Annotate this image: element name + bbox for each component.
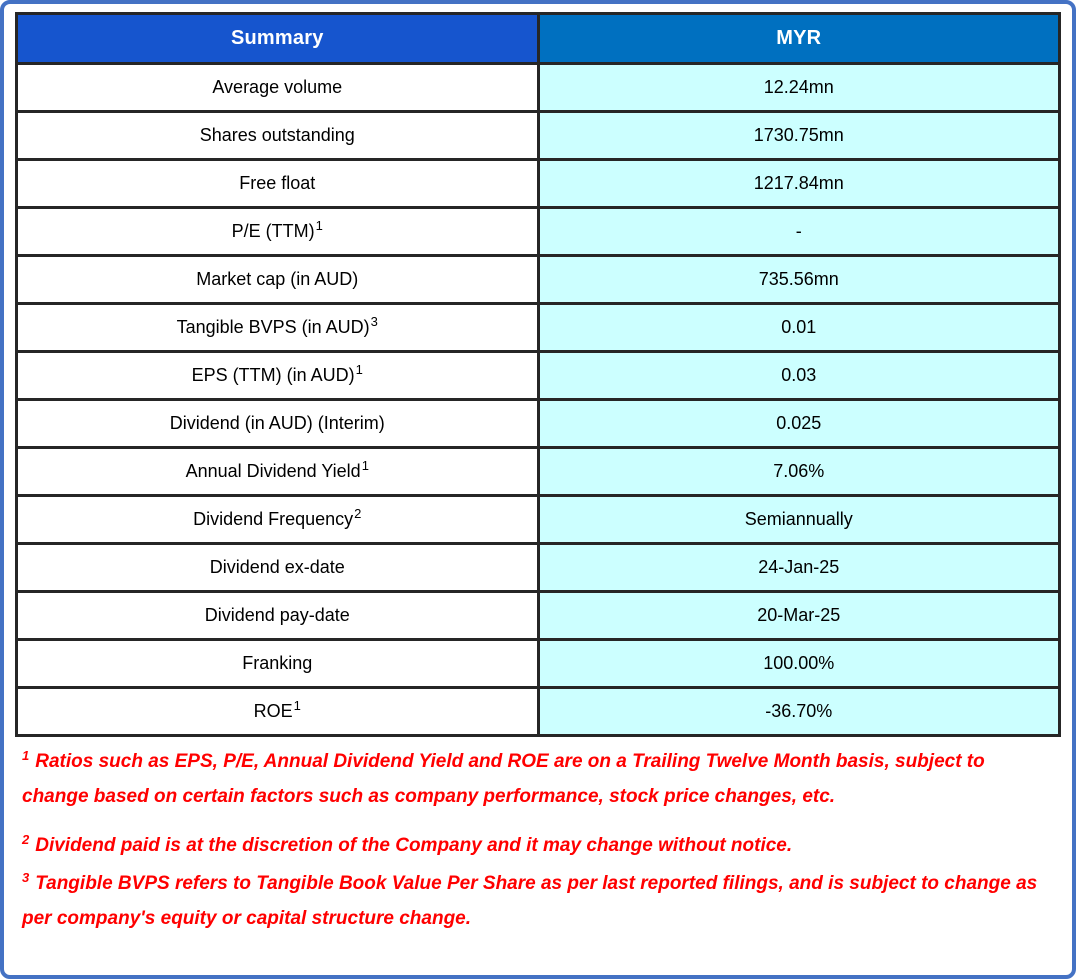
- metric-label: Dividend (in AUD) (Interim): [15, 398, 540, 449]
- footnote-ref: 1: [355, 362, 363, 377]
- metric-label: Average volume: [15, 62, 540, 113]
- footnote: 3 Tangible BVPS refers to Tangible Book V…: [22, 869, 1038, 929]
- metric-label: EPS (TTM) (in AUD)1: [15, 350, 540, 401]
- table-row: Franking 100.00%: [15, 638, 1061, 689]
- footnote-number: 3: [22, 869, 30, 885]
- table-row: Annual Dividend Yield1 7.06%: [15, 446, 1061, 497]
- metric-value: -36.70%: [536, 686, 1061, 737]
- metric-value: 1730.75mn: [536, 110, 1061, 161]
- summary-table: Summary MYR Average volume 12.24mn Share…: [15, 12, 1061, 737]
- metric-label: ROE1: [15, 686, 540, 737]
- metric-value: 0.025: [536, 398, 1061, 449]
- currency-header-cell: MYR: [536, 12, 1061, 65]
- metric-label: Annual Dividend Yield1: [15, 446, 540, 497]
- metric-label: P/E (TTM)1: [15, 206, 540, 257]
- table-row: Market cap (in AUD) 735.56mn: [15, 254, 1061, 305]
- table-row: EPS (TTM) (in AUD)1 0.03: [15, 350, 1061, 401]
- footnote-ref: 2: [354, 506, 362, 521]
- metric-value: 100.00%: [536, 638, 1061, 689]
- summary-header-cell: Summary: [15, 12, 540, 65]
- table-row: ROE1 -36.70%: [15, 686, 1061, 737]
- table-row: P/E (TTM)1 -: [15, 206, 1061, 257]
- footnote-number: 2: [22, 831, 30, 847]
- metric-value: 735.56mn: [536, 254, 1061, 305]
- metric-value: 20-Mar-25: [536, 590, 1061, 641]
- table-row: Dividend ex-date 24-Jan-25: [15, 542, 1061, 593]
- metric-label: Tangible BVPS (in AUD)3: [15, 302, 540, 353]
- header-row: Summary MYR: [15, 12, 1061, 65]
- metric-label: Dividend pay-date: [15, 590, 540, 641]
- footnote-ref: 1: [315, 218, 323, 233]
- metric-label: Shares outstanding: [15, 110, 540, 161]
- metric-label: Franking: [15, 638, 540, 689]
- metric-label: Market cap (in AUD): [15, 254, 540, 305]
- metric-label: Dividend Frequency2: [15, 494, 540, 545]
- table-row: Average volume 12.24mn: [15, 62, 1061, 113]
- table-row: Dividend (in AUD) (Interim) 0.025: [15, 398, 1061, 449]
- metric-label: Free float: [15, 158, 540, 209]
- footnote: 1 Ratios such as EPS, P/E, Annual Dividen…: [22, 747, 985, 807]
- footnote: 2 Dividend paid is at the discretion of t…: [22, 831, 793, 856]
- footnotes: 1 Ratios such as EPS, P/E, Annual Dividen…: [22, 744, 1048, 936]
- footnote-ref: 1: [361, 458, 369, 473]
- table-row: Free float 1217.84mn: [15, 158, 1061, 209]
- table-row: Dividend pay-date 20-Mar-25: [15, 590, 1061, 641]
- table-row: Dividend Frequency2 Semiannually: [15, 494, 1061, 545]
- metric-value: Semiannually: [536, 494, 1061, 545]
- footnote-ref: 3: [370, 314, 378, 329]
- metric-label: Dividend ex-date: [15, 542, 540, 593]
- metric-value: 0.03: [536, 350, 1061, 401]
- metric-value: 12.24mn: [536, 62, 1061, 113]
- table-row: Tangible BVPS (in AUD)3 0.01: [15, 302, 1061, 353]
- footnote-ref: 1: [293, 698, 301, 713]
- footnote-number: 1: [22, 747, 30, 763]
- table-row: Shares outstanding 1730.75mn: [15, 110, 1061, 161]
- metric-value: 7.06%: [536, 446, 1061, 497]
- metric-value: 24-Jan-25: [536, 542, 1061, 593]
- metric-value: -: [536, 206, 1061, 257]
- metric-value: 0.01: [536, 302, 1061, 353]
- metric-value: 1217.84mn: [536, 158, 1061, 209]
- summary-table-body: Average volume 12.24mn Shares outstandin…: [15, 62, 1061, 737]
